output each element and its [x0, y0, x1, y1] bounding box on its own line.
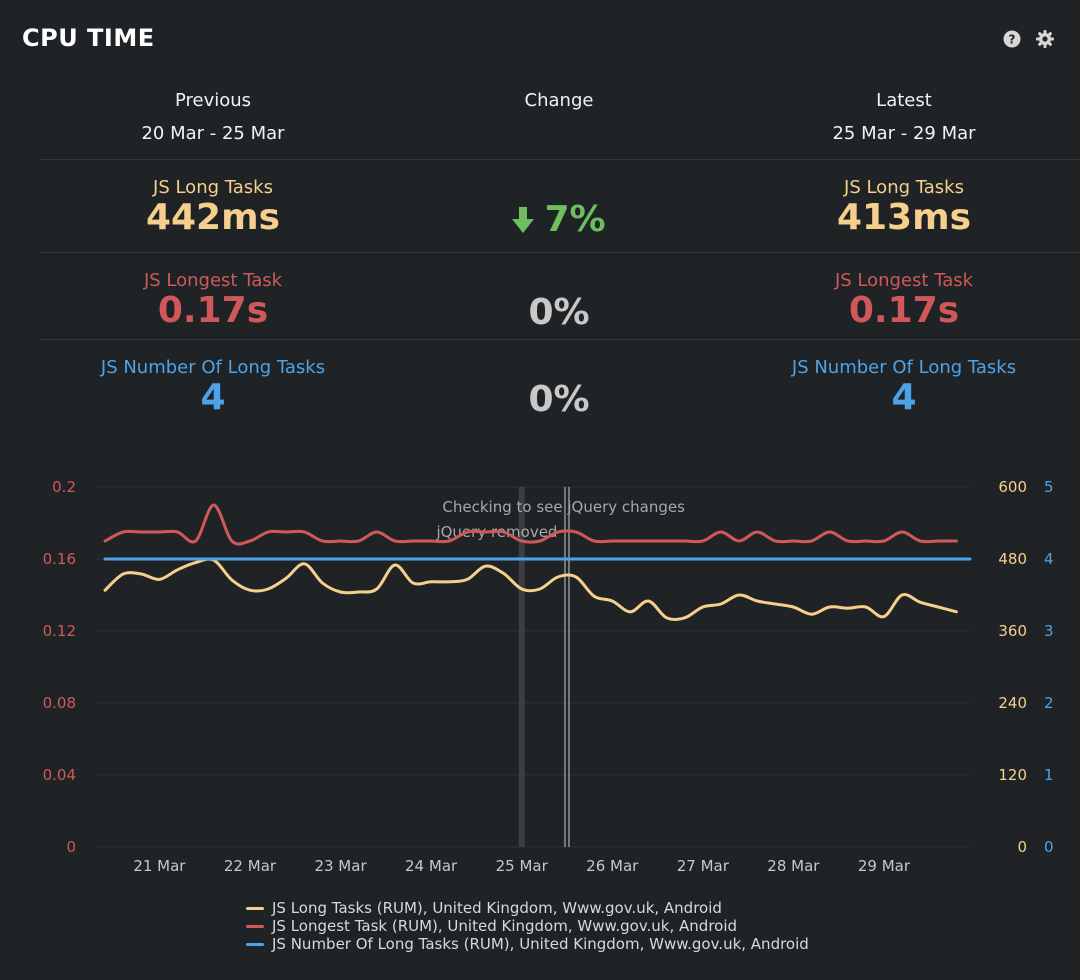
latest-title: Latest: [876, 90, 932, 111]
latest-longest-task: JS Longest Task 0.17s: [734, 270, 1074, 329]
y-left-tick-label: 0: [66, 838, 76, 856]
legend-swatch: [246, 906, 264, 910]
change-value: 7%: [544, 199, 606, 240]
legend-item[interactable]: JS Number Of Long Tasks (RUM), United Ki…: [246, 935, 809, 953]
y-right-secondary-tick-label: 0: [1044, 838, 1054, 856]
latest-number-of-long-tasks: JS Number Of Long Tasks 4: [734, 357, 1074, 416]
series-line-longest-task: [103, 503, 958, 546]
y-right-tick-label: 600: [998, 478, 1027, 496]
annotation-marker: [518, 487, 525, 847]
y-right-tick-label: 120: [998, 766, 1027, 784]
legend-item[interactable]: JS Longest Task (RUM), United Kingdom, W…: [246, 917, 809, 935]
y-right-tick-label: 480: [998, 550, 1027, 568]
x-tick-label: 21 Mar: [133, 857, 186, 875]
metric-value: 0.17s: [848, 290, 960, 331]
x-tick-label: 22 Mar: [224, 857, 277, 875]
chart-legend: JS Long Tasks (RUM), United Kingdom, Www…: [246, 899, 809, 953]
change-title: Change: [524, 90, 594, 111]
x-tick-label: 26 Mar: [586, 857, 639, 875]
longest-task-change: 0%: [389, 292, 729, 333]
cpu-time-line-chart: 0 0 00.04 120 10.08 240 20.12 360 30.16 480 40.2 60…: [43, 478, 1054, 875]
legend-label: JS Long Tasks (RUM), United Kingdom, Www…: [272, 899, 722, 917]
legend-label: JS Number Of Long Tasks (RUM), United Ki…: [272, 935, 809, 953]
divider: [40, 339, 1080, 340]
y-left-tick-label: 0.2: [52, 478, 76, 496]
latest-long-tasks: JS Long Tasks 413ms: [734, 177, 1074, 236]
previous-long-tasks: JS Long Tasks 442ms: [43, 177, 383, 236]
metric-value: 4: [891, 377, 917, 418]
metric-value: 4: [200, 377, 226, 418]
metric-label: JS Number Of Long Tasks: [100, 357, 326, 378]
metric-label: JS Longest Task: [143, 270, 283, 291]
previous-column-header: Previous 20 Mar - 25 Mar: [53, 90, 373, 144]
change-column-header: Change: [399, 90, 719, 111]
x-tick-label: 29 Mar: [858, 857, 911, 875]
metric-label: JS Long Tasks: [844, 177, 964, 198]
svg-text:?: ?: [1009, 33, 1016, 47]
previous-longest-task: JS Longest Task 0.17s: [43, 270, 383, 329]
y-right-secondary-tick-label: 1: [1044, 766, 1054, 784]
legend-label: JS Longest Task (RUM), United Kingdom, W…: [272, 917, 738, 935]
previous-title: Previous: [174, 90, 252, 111]
legend-item[interactable]: JS Long Tasks (RUM), United Kingdom, Www…: [246, 899, 809, 917]
previous-date-range: 20 Mar - 25 Mar: [141, 123, 285, 144]
help-circle-icon[interactable]: ?: [1003, 30, 1021, 48]
annotation-label: Checking to see jQuery changes: [442, 498, 685, 516]
y-right-tick-label: 240: [998, 694, 1027, 712]
gear-icon[interactable]: [1036, 30, 1054, 48]
latest-column-header: Latest 25 Mar - 29 Mar: [744, 90, 1064, 144]
y-left-tick-label: 0.08: [43, 694, 76, 712]
widget-title: CPU TIME: [22, 24, 155, 52]
y-right-secondary-tick-label: 3: [1044, 622, 1054, 640]
y-left-tick-label: 0.04: [43, 766, 76, 784]
y-right-secondary-tick-label: 5: [1044, 478, 1054, 496]
y-left-tick-label: 0.12: [43, 622, 76, 640]
x-tick-label: 24 Mar: [405, 857, 458, 875]
y-right-secondary-tick-label: 4: [1044, 550, 1054, 568]
change-value: 0%: [528, 292, 590, 333]
x-tick-label: 27 Mar: [677, 857, 730, 875]
long-tasks-change: 7%: [389, 199, 729, 240]
x-tick-label: 28 Mar: [767, 857, 820, 875]
metric-label: JS Longest Task: [834, 270, 974, 291]
legend-swatch: [246, 942, 264, 946]
latest-date-range: 25 Mar - 29 Mar: [832, 123, 976, 144]
x-tick-label: 25 Mar: [496, 857, 549, 875]
y-right-tick-label: 0: [1017, 838, 1027, 856]
series-line-long-tasks: [103, 557, 958, 622]
metric-value: 413ms: [836, 197, 972, 238]
y-right-tick-label: 360: [998, 622, 1027, 640]
y-right-secondary-tick-label: 2: [1044, 694, 1054, 712]
change-value: 0%: [528, 379, 590, 420]
arrow-down-icon: [512, 207, 535, 233]
divider: [40, 159, 1080, 160]
divider: [40, 252, 1080, 253]
legend-swatch: [246, 924, 264, 928]
metric-label: JS Number Of Long Tasks: [791, 357, 1017, 378]
y-left-tick-label: 0.16: [43, 550, 76, 568]
metric-value: 0.17s: [157, 290, 269, 331]
metric-value: 442ms: [145, 197, 281, 238]
previous-number-of-long-tasks: JS Number Of Long Tasks 4: [43, 357, 383, 416]
x-tick-label: 23 Mar: [314, 857, 367, 875]
metric-label: JS Long Tasks: [153, 177, 273, 198]
number-of-long-tasks-change: 0%: [389, 379, 729, 420]
